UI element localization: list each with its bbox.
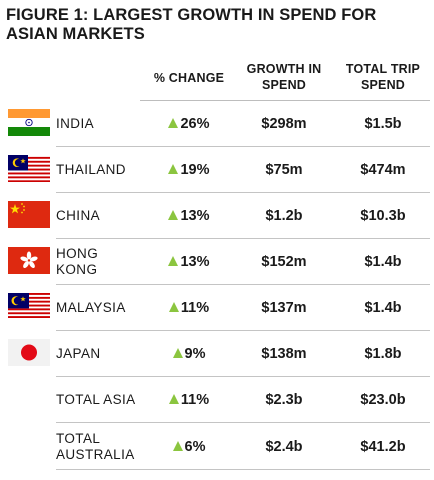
growth-in-spend-cell: $152m [261, 254, 307, 270]
pct-change-value: 26% [180, 116, 210, 132]
total-trip-spend-cell: $10.3b [360, 208, 406, 224]
growth-in-spend-cell: $75m [265, 162, 303, 178]
growth-in-spend-cell: $137m [261, 300, 307, 316]
row-divider [56, 192, 430, 193]
japan-flag-icon [8, 339, 50, 366]
malaysia-flag-icon [8, 293, 50, 320]
total-trip-spend-cell: $1.4b [364, 300, 402, 316]
pct-change-value: 19% [180, 162, 210, 178]
row-divider [56, 238, 430, 239]
table-row-total-australia: TOTAL AUSTRALIA 6% $2.4b $41.2b [0, 424, 434, 470]
column-header-total-line-2: SPEND [360, 78, 406, 92]
table-row-japan: JAPAN 9% $138m $1.8b [0, 331, 434, 377]
table-row-india: INDIA 26% $298m $1.5b [0, 101, 434, 147]
total-trip-spend-cell: $1.4b [364, 254, 402, 270]
figure-title-line-1: FIGURE 1: LARGEST GROWTH IN SPEND FOR [6, 6, 377, 24]
growth-in-spend-cell: $298m [261, 116, 307, 132]
table-row-thailand: THAILAND 19% $75m $474m [0, 147, 434, 193]
country-name: HONG KONG [56, 246, 99, 277]
country-name-line-1: TOTAL [56, 431, 101, 446]
pct-change-value: 6% [184, 439, 206, 455]
total-trip-spend-cell: $41.2b [360, 439, 406, 455]
column-header-pct-change: % CHANGE [140, 70, 238, 86]
country-name: THAILAND [56, 162, 126, 177]
country-name-line-2: AUSTRALIA [56, 447, 135, 462]
row-divider [56, 422, 430, 423]
column-header-total-trip-spend: TOTAL TRIP SPEND [336, 61, 430, 93]
row-divider [56, 146, 430, 147]
country-name: INDIA [56, 116, 95, 131]
column-header-total-line-1: TOTAL TRIP [345, 62, 421, 76]
growth-in-spend-cell: $138m [261, 346, 307, 362]
table-row-total-asia: TOTAL ASIA 11% $2.3b $23.0b [0, 377, 434, 423]
pct-change-value: 13% [180, 254, 210, 270]
column-header-pct-change-label: % CHANGE [153, 71, 225, 85]
row-divider [56, 469, 430, 470]
row-divider [56, 376, 430, 377]
pct-change-value: 9% [184, 346, 206, 362]
table-row-malaysia: MALAYSIA 11% $137m $1.4b [0, 285, 434, 331]
pct-change-cell: 11% [140, 377, 238, 423]
table-row-china: CHINA 13% $1.2b $10.3b [0, 193, 434, 239]
pct-change-cell: 13% [140, 193, 238, 239]
figure-title: FIGURE 1: LARGEST GROWTH IN SPEND FOR AS… [6, 6, 426, 44]
pct-change-cell: 6% [140, 424, 238, 470]
header-divider [140, 100, 430, 101]
thailand-flag-icon [8, 155, 50, 182]
growth-in-spend-cell: $1.2b [265, 208, 303, 224]
up-triangle-icon [168, 394, 179, 404]
up-triangle-icon [168, 118, 179, 128]
country-name: MALAYSIA [56, 300, 126, 315]
pct-change-cell: 9% [140, 331, 238, 377]
column-header-growth-line-1: GROWTH IN [246, 62, 322, 76]
china-flag-icon [8, 201, 50, 228]
hong-kong-flag-icon [8, 247, 50, 274]
up-triangle-icon [172, 441, 183, 451]
country-name: CHINA [56, 208, 101, 223]
pct-change-cell: 11% [140, 285, 238, 331]
pct-change-value: 11% [180, 300, 210, 316]
pct-change-value: 13% [180, 208, 210, 224]
row-divider [56, 330, 430, 331]
country-name: JAPAN [56, 346, 101, 361]
country-name: TOTAL ASIA [56, 392, 136, 407]
total-trip-spend-cell: $23.0b [360, 392, 406, 408]
up-triangle-icon [168, 256, 179, 266]
growth-in-spend-cell: $2.3b [265, 392, 303, 408]
up-triangle-icon [172, 348, 183, 358]
pct-change-cell: 13% [140, 239, 238, 285]
column-header-growth-in-spend: GROWTH IN SPEND [236, 61, 332, 93]
column-header-growth-line-2: SPEND [261, 78, 307, 92]
up-triangle-icon [168, 164, 179, 174]
up-triangle-icon [168, 302, 179, 312]
growth-in-spend-cell: $2.4b [265, 439, 303, 455]
total-trip-spend-cell: $1.8b [364, 346, 402, 362]
pct-change-cell: 26% [140, 101, 238, 147]
india-flag-icon [8, 109, 50, 136]
total-trip-spend-cell: $474m [360, 162, 406, 178]
up-triangle-icon [168, 210, 179, 220]
row-divider [56, 284, 430, 285]
figure-title-line-2: ASIAN MARKETS [6, 25, 145, 43]
total-trip-spend-cell: $1.5b [364, 116, 402, 132]
country-name: TOTAL AUSTRALIA [56, 424, 140, 470]
table-row-hong-kong: HONG KONG 13% $152m $1.4b [0, 239, 434, 285]
pct-change-value: 11% [180, 392, 210, 408]
pct-change-cell: 19% [140, 147, 238, 193]
